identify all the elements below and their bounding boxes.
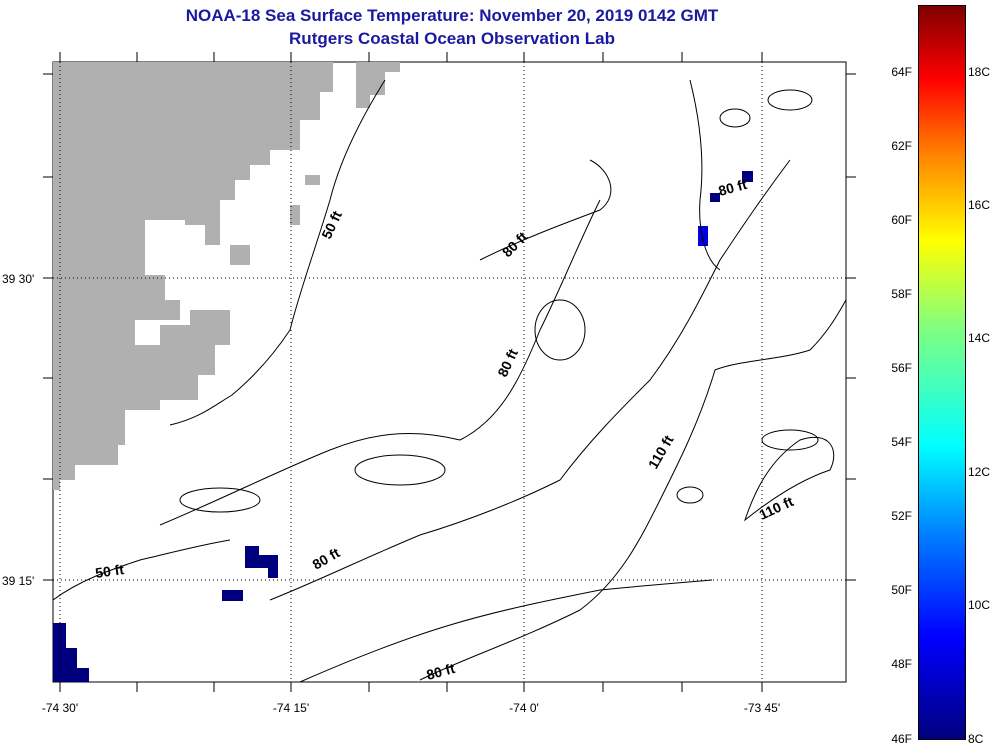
contour-110ft bbox=[419, 299, 847, 681]
colorbar-label-c: 12C bbox=[968, 465, 991, 479]
lat-label: 39 30' bbox=[2, 272, 34, 286]
colorbar-label-f: 48F bbox=[891, 657, 912, 671]
colorbar-label-f: 62F bbox=[891, 139, 912, 153]
colorbar-label-c: 16C bbox=[968, 198, 991, 212]
lon-label: -74 0' bbox=[509, 701, 539, 715]
colorbar-label-c: 8C bbox=[968, 732, 984, 746]
colorbar-label-c: 10C bbox=[968, 598, 991, 612]
contour-shoal-7 bbox=[761, 429, 819, 451]
lon-label: -73 45' bbox=[744, 701, 780, 715]
contour-50ft-south bbox=[52, 539, 231, 601]
colorbar-label-c: 18C bbox=[968, 65, 991, 79]
colorbar-label-f: 64F bbox=[891, 65, 912, 79]
colorbar-label-c: 14C bbox=[968, 331, 991, 345]
colorbar-label-f: 54F bbox=[891, 435, 912, 449]
colorbar-label-f: 58F bbox=[891, 287, 912, 301]
contour-label: 80 ft bbox=[425, 660, 457, 683]
contour-80ft-mid bbox=[479, 159, 612, 261]
colorbar-label-f: 52F bbox=[891, 509, 912, 523]
contour-110ft-east bbox=[743, 436, 835, 522]
colorbar-label-f: 50F bbox=[891, 583, 912, 597]
contour-shoal-3 bbox=[767, 89, 813, 111]
cold-sst-pixels bbox=[53, 171, 753, 682]
contour-label: 50 ft bbox=[94, 561, 125, 581]
contour-80ft-west bbox=[159, 199, 601, 526]
contour-80ft-south bbox=[269, 159, 791, 601]
land-mass bbox=[53, 62, 400, 490]
bathymetry-contours bbox=[52, 79, 847, 683]
contour-50ft-north bbox=[169, 79, 386, 426]
map-subtitle: Rutgers Coastal Ocean Observation Lab bbox=[289, 29, 615, 48]
contour-shoal-4 bbox=[534, 299, 586, 361]
colorbar-label-f: 60F bbox=[891, 213, 912, 227]
lon-label: -74 15' bbox=[273, 701, 309, 715]
contour-shoal-5 bbox=[179, 487, 261, 513]
graticule bbox=[53, 62, 846, 682]
contour-shoal-2 bbox=[676, 486, 704, 504]
contour-80ft-bottom bbox=[299, 579, 713, 683]
axis-labels: -74 30' -74 15' -74 0' -73 45' 39 30' 39… bbox=[2, 272, 780, 715]
contour-label: 80 ft bbox=[717, 176, 749, 199]
colorbar-label-f: 46F bbox=[891, 732, 912, 746]
lon-label: -74 30' bbox=[42, 701, 78, 715]
blue-sst-pixels bbox=[698, 226, 708, 246]
contour-shoal-1 bbox=[719, 108, 751, 128]
temperature-colorbar bbox=[918, 5, 966, 740]
contour-shoal-6 bbox=[354, 454, 446, 486]
colorbar-label-f: 56F bbox=[891, 361, 912, 375]
lat-label: 39 15' bbox=[2, 574, 34, 588]
contour-east-small bbox=[689, 79, 721, 271]
map-title: NOAA-18 Sea Surface Temperature: Novembe… bbox=[185, 6, 719, 25]
tick-marks bbox=[43, 52, 856, 692]
